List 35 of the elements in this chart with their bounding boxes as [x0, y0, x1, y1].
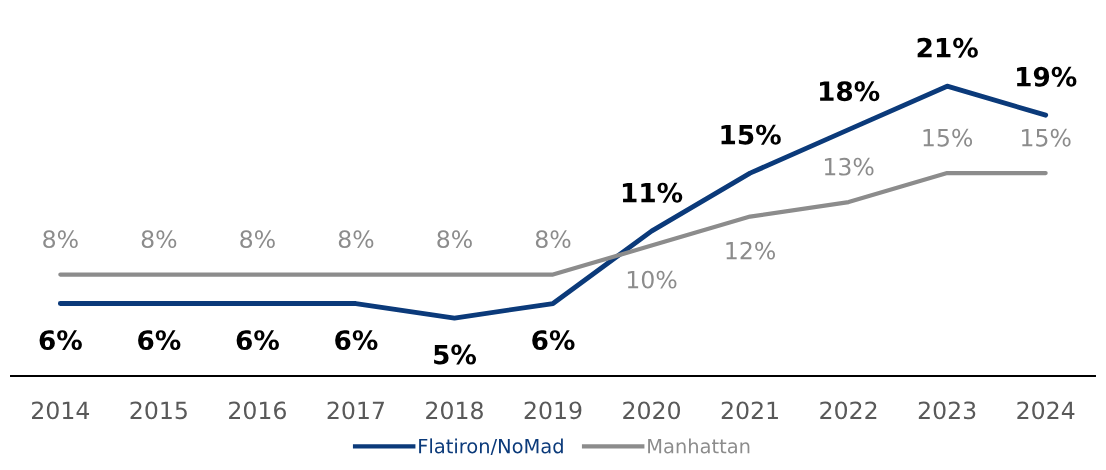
legend-label: Flatiron/NoMad: [419, 438, 563, 455]
data-label: 5%: [434, 344, 477, 365]
data-label: 12%: [726, 241, 776, 260]
x-tick-label: 2016: [229, 401, 286, 420]
data-label: 8%: [240, 230, 275, 249]
x-tick-label: 2024: [1017, 401, 1075, 420]
data-label: 13%: [824, 157, 874, 176]
x-tick-label: 2014: [32, 401, 90, 420]
data-label: 19%: [1017, 66, 1077, 87]
data-label: 8%: [535, 230, 571, 249]
data-label: 6%: [236, 330, 279, 351]
data-label: 11%: [622, 182, 683, 203]
data-label: 6%: [138, 330, 181, 351]
data-label: 8%: [437, 230, 472, 249]
x-tick-label: 2019: [524, 401, 582, 420]
x-tick-label: 2015: [130, 401, 187, 420]
data-label: 6%: [39, 330, 82, 351]
data-label: 15%: [923, 128, 973, 147]
x-tick-label: 2022: [820, 401, 877, 420]
data-label: 18%: [820, 81, 880, 102]
x-tick-label: 2021: [721, 401, 778, 420]
data-label: 15%: [721, 124, 781, 145]
legend-label: Manhattan: [648, 438, 750, 454]
data-label: 21%: [917, 37, 978, 58]
data-label: 10%: [627, 270, 677, 289]
x-tick-label: 2023: [918, 401, 976, 420]
x-tick-label: 2018: [426, 401, 483, 420]
x-tick-label: 2020: [623, 401, 681, 420]
data-label: 8%: [338, 230, 374, 249]
data-label: 8%: [141, 230, 177, 249]
data-label: 6%: [532, 330, 575, 351]
data-label: 6%: [335, 330, 378, 351]
x-tick-label: 2017: [327, 401, 384, 420]
data-label: 8%: [43, 230, 78, 249]
data-label: 15%: [1022, 128, 1071, 147]
